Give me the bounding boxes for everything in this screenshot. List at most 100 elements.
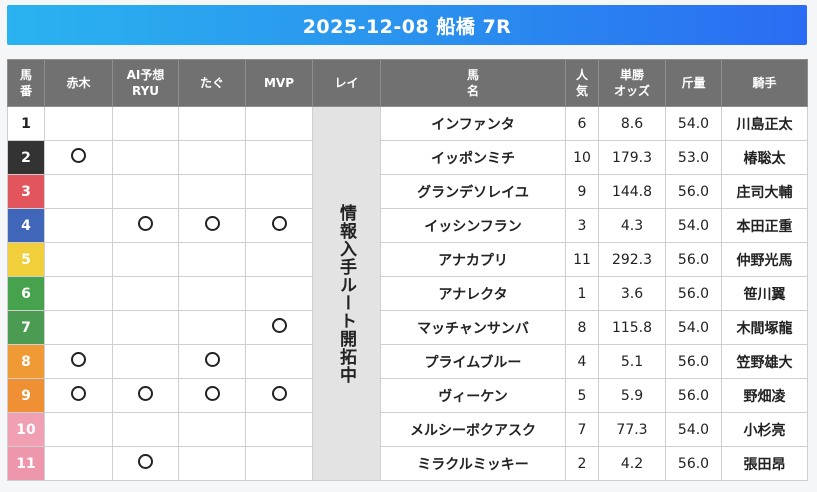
jockey-name-cell: 小杉亮 [721,412,808,447]
circle-mark-icon [271,318,287,333]
horse-name-cell: アナカプリ [380,242,566,277]
horse-number: 8 [21,353,31,370]
table-row: 6 アナレクタ 1 3.6 56.0 笹川翼 [7,276,808,311]
mark-cell-tagu [178,344,246,379]
header-jockey: 騎手 [721,59,808,107]
mark-cell-akagi [44,276,113,311]
race-card: 2025-12-08 船橋 7R 馬 番 赤木 AI予想 [7,5,808,481]
header-mvp: MVP [245,59,313,107]
horse-name: インファンタ [431,116,515,133]
weight: 56.0 [677,251,710,268]
header-weight: 斤量 [665,59,722,107]
win-odds: 115.8 [611,319,653,336]
horse-name: メルシーボクアスク [410,422,536,439]
weight-cell: 56.0 [665,276,722,311]
weight-cell: 54.0 [665,208,722,243]
mark-cell-akagi [44,242,113,277]
mark-cell-mvp [245,242,313,277]
table-row: 4 イッシンフラン 3 4.3 54.0 本田正重 [7,208,808,243]
win-odds-cell: 8.6 [598,106,666,141]
jockey-name: 庄司大輔 [736,184,793,201]
mark-cell-tagu [178,140,246,175]
rei-status-text: 情報入手ルート開拓中 [336,203,356,384]
mark-cell-mvp [245,446,313,481]
mark-cell-ai [112,446,179,481]
jockey-name-cell: 野畑凌 [721,378,808,413]
race-title: 2025-12-08 船橋 7R [302,15,512,38]
mark-cell-ai [112,378,179,413]
horse-name-cell: アナレクタ [380,276,566,311]
popularity: 3 [577,217,587,234]
mark-cell-mvp [245,208,313,243]
mark-cell-ai [112,242,179,277]
mark-cell-tagu [178,242,246,277]
win-odds-cell: 5.1 [598,344,666,379]
header-rei: レイ [312,59,381,107]
circle-mark-icon [138,454,153,469]
weight: 53.0 [677,149,710,166]
horse-name: イッシンフラン [424,218,522,235]
header-horse-number: 馬 番 [7,59,45,107]
horse-number-cell: 2 [7,140,45,175]
horse-number: 1 [21,115,31,132]
weight: 56.0 [677,183,710,200]
mark-cell-akagi [44,412,113,447]
horse-name: イッポンミチ [431,150,515,167]
win-odds-cell: 115.8 [598,310,666,345]
weight-cell: 54.0 [665,412,722,447]
circle-mark-icon [71,148,86,163]
win-odds-cell: 4.3 [598,208,666,243]
mark-cell-tagu [178,174,246,209]
win-odds: 4.2 [620,455,644,472]
popularity-cell: 2 [565,446,599,481]
mark-cell-tagu [178,412,246,447]
circle-mark-icon [271,386,287,401]
mark-cell-tagu [178,208,246,243]
horse-name: グランデソレイユ [417,184,529,201]
circle-mark-icon [71,352,86,367]
win-odds-cell: 292.3 [598,242,666,277]
jockey-name: 川島正太 [736,116,793,133]
weight-cell: 56.0 [665,174,722,209]
weight: 54.0 [677,217,710,234]
header-win-odds: 単勝 オッズ [598,59,666,107]
jockey-name-cell: 張田昂 [721,446,808,481]
weight-cell: 54.0 [665,106,722,141]
table-body: 1 情報入手ルート開拓中 インファンタ 6 8.6 54.0 川島正太 2 イッポンミチ 10 17… [7,106,808,481]
popularity-cell: 11 [565,242,599,277]
win-odds: 5.9 [620,387,644,404]
jockey-name: 椿聡太 [743,150,786,167]
win-odds: 292.3 [611,251,653,268]
jockey-name: 笠野雄大 [736,354,793,371]
jockey-name-cell: 庄司大輔 [721,174,808,209]
jockey-name: 本田正重 [736,218,793,235]
mark-cell-ai [112,174,179,209]
table-row: 3 グランデソレイユ 9 144.8 56.0 庄司大輔 [7,174,808,209]
mark-cell-mvp [245,378,313,413]
popularity: 11 [573,251,591,268]
popularity: 10 [573,149,591,166]
mark-cell-tagu [178,106,246,141]
table-row: 10 メルシーボクアスク 7 77.3 54.0 小杉亮 [7,412,808,447]
horse-name-cell: ヴィーケン [380,378,566,413]
mark-cell-tagu [178,446,246,481]
win-odds: 4.3 [620,217,644,234]
popularity: 9 [577,183,587,200]
weight: 56.0 [677,353,710,370]
horse-number-cell: 9 [7,378,45,413]
header-akagi: 赤木 [44,59,113,107]
horse-name-cell: メルシーボクアスク [380,412,566,447]
win-odds-cell: 77.3 [598,412,666,447]
horse-name-cell: プライムブルー [380,344,566,379]
popularity-cell: 3 [565,208,599,243]
jockey-name-cell: 本田正重 [721,208,808,243]
win-odds: 144.8 [611,183,653,200]
mark-cell-mvp [245,106,313,141]
popularity: 7 [577,421,587,438]
mark-cell-akagi [44,106,113,141]
horse-number: 7 [21,319,31,336]
horse-name: マッチャンサンバ [417,320,529,337]
popularity-cell: 4 [565,344,599,379]
race-table: 馬 番 赤木 AI予想 RYU たぐ MVP レイ 馬 名 人 気 [7,59,808,481]
horse-name-cell: グランデソレイユ [380,174,566,209]
